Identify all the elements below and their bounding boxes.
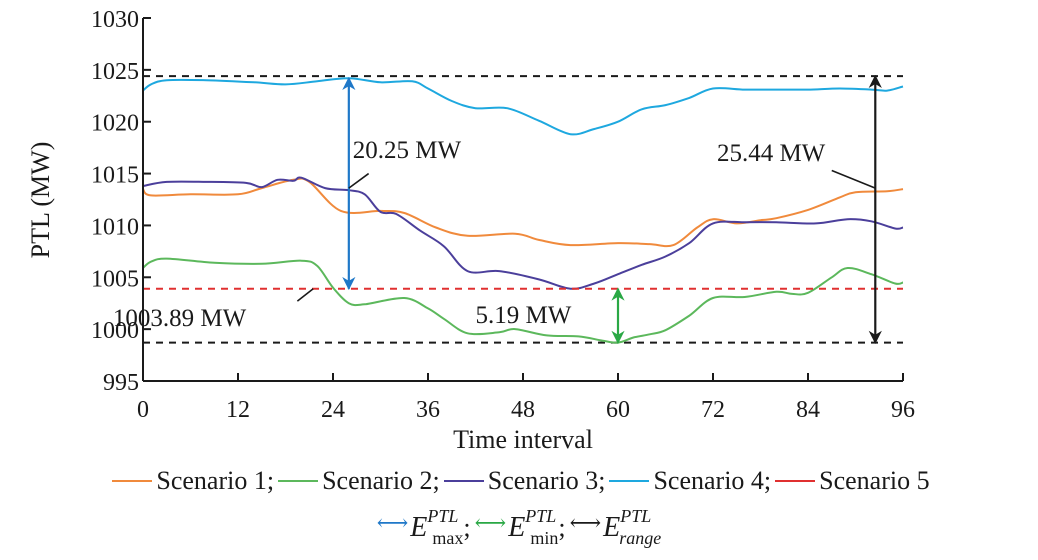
emax-arrow-label: 20.25 MW	[353, 137, 462, 164]
metric-superscript: PTL	[525, 506, 557, 526]
series-line-scenario-1	[142, 177, 904, 248]
legend-swatch	[775, 480, 816, 483]
erange-arrow-label: 25.44 MW	[717, 140, 826, 167]
y-tick-label: 1025	[91, 59, 139, 85]
legend-metric-range: ⟷EPTLrange	[569, 506, 662, 548]
scenario5-value-label: 1003.89 MW	[113, 305, 247, 332]
metric-symbol: E	[508, 512, 526, 543]
legend-label: Scenario 4;	[653, 466, 772, 495]
y-tick-label: 1005	[91, 266, 139, 292]
x-tick-label: 48	[511, 397, 535, 423]
metric-subscript: min	[530, 528, 559, 548]
x-tick-label: 96	[891, 397, 915, 423]
legend-label: Scenario 2;	[322, 466, 440, 495]
metric-legend: ⟷EPTLmax; ⟷EPTLmin; ⟷EPTLrange	[0, 506, 1038, 548]
legend-item-scenario-1: Scenario 1;	[108, 463, 274, 499]
series-legend: Scenario 1; Scenario 2; Scenario 3; Scenari…	[0, 463, 1038, 499]
y-tick-label: 1020	[91, 111, 139, 137]
plot-series	[142, 75, 904, 344]
legend-metric-max: ⟷EPTLmax;	[376, 506, 471, 548]
emax-arrow-leader	[348, 172, 370, 189]
legend-metric-min: ⟷EPTLmin;	[474, 506, 566, 548]
x-tick-label: 0	[137, 397, 149, 423]
metric-separator: ;	[463, 513, 471, 542]
metric-superscript: PTL	[427, 506, 459, 526]
legend-swatch	[443, 480, 484, 483]
double-arrow-icon: ⟷	[376, 510, 409, 535]
x-tick-label: 36	[416, 397, 440, 423]
scenario5-value-leader	[296, 288, 314, 302]
legend-label: Scenario 3;	[487, 466, 606, 495]
legend-label: Scenario 5	[819, 466, 930, 495]
legend-swatch	[112, 480, 153, 483]
emin-arrow-label: 5.19 MW	[476, 302, 572, 329]
chart-svg: 20.25 MW 5.19 MW 25.44 MW 1003.89 MW 995 100…	[26, 7, 915, 454]
legend-item-scenario-5: Scenario 5	[771, 463, 930, 499]
ticks: 995 1000 1005 1010 1015 1020 1025 1030 0 12 24 36 48…	[91, 7, 915, 423]
y-tick-label: 995	[103, 370, 139, 396]
legend-swatch	[278, 480, 319, 483]
series-line-scenario-2	[142, 257, 904, 344]
y-tick-label: 1010	[91, 214, 139, 240]
legend-item-scenario-2: Scenario 2;	[274, 463, 440, 499]
legend-item-scenario-3: Scenario 3;	[440, 463, 606, 499]
metric-separator: ;	[558, 513, 566, 542]
legend-swatch	[609, 480, 650, 483]
metric-subscript: max	[432, 528, 464, 548]
y-tick-label: 1000	[91, 318, 139, 344]
annotations: 20.25 MW 5.19 MW 25.44 MW 1003.89 MW	[113, 74, 882, 344]
x-tick-label: 84	[796, 397, 820, 423]
y-tick-label: 1030	[91, 7, 139, 33]
metric-superscript: PTL	[620, 506, 652, 526]
double-arrow-icon: ⟷	[474, 510, 507, 535]
metric-symbol: E	[603, 512, 621, 543]
legend-item-scenario-4: Scenario 4;	[605, 463, 771, 499]
series-line-scenario-3	[142, 176, 904, 290]
metric-subscript: range	[619, 528, 662, 548]
erange-arrow-leader	[831, 169, 876, 189]
y-axis-title: PTL (MW)	[26, 142, 55, 259]
x-tick-label: 72	[701, 397, 725, 423]
x-tick-label: 12	[226, 397, 250, 423]
double-arrow-icon: ⟷	[569, 510, 602, 535]
legend-label: Scenario 1;	[156, 466, 275, 495]
x-axis-title: Time interval	[453, 425, 593, 454]
x-tick-label: 24	[321, 397, 345, 423]
x-tick-label: 60	[606, 397, 630, 423]
metric-symbol: E	[410, 512, 428, 543]
y-tick-label: 1015	[91, 163, 139, 189]
series-line-scenario-4	[142, 77, 904, 136]
